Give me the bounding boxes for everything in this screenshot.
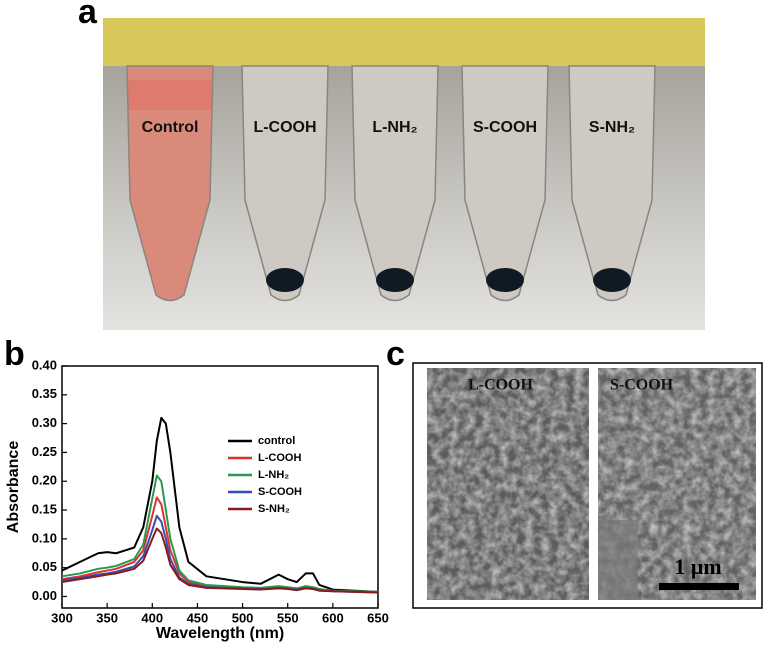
y-tick-label: 0.00 [32,588,57,603]
y-tick-label: 0.35 [32,386,57,401]
plot-frame [61,365,379,609]
sem-label: L-COOH [468,377,533,394]
x-tick-label: 550 [277,610,299,625]
sem-image [598,368,756,600]
tube-label: Control [142,119,199,136]
scale-bar-label: 1 µm [674,554,722,579]
legend-label: S-COOH [258,486,302,498]
scale-bar [659,583,739,590]
y-axis-label: Absorbance [5,441,22,534]
x-tick-label: 650 [367,610,389,625]
pellet [593,268,631,292]
legend-label: L-NH₂ [258,469,289,481]
x-tick-label: 300 [51,610,73,625]
liquid-top [128,80,212,110]
tube-label: L-NH₂ [372,119,417,136]
sem-image [427,368,589,600]
x-tick-label: 600 [322,610,344,625]
y-tick-label: 0.05 [32,559,57,574]
x-tick-label: 350 [96,610,118,625]
x-axis-label: Wavelength (nm) [156,625,284,642]
legend-label: L-COOH [258,452,301,464]
series-line [61,527,379,594]
y-tick-label: 0.40 [32,357,57,372]
tube-rack [103,18,705,66]
series-line [61,474,379,593]
series-line [61,416,379,593]
y-tick-label: 0.20 [32,473,57,488]
y-tick-label: 0.30 [32,415,57,430]
panel-label: b [4,335,25,373]
tube-label: S-COOH [473,119,537,136]
y-tick-label: 0.10 [32,530,57,545]
legend-label: control [258,435,295,447]
sem-label: S-COOH [610,377,674,394]
tube [351,65,439,302]
pellet [266,268,304,292]
tube-label: S-NH₂ [589,119,635,136]
x-tick-label: 450 [187,610,209,625]
pellet [376,268,414,292]
tube [461,65,549,302]
panel-label: c [386,335,405,373]
tube [568,65,656,302]
tube [241,65,329,302]
y-tick-label: 0.15 [32,501,57,516]
series-line [61,514,379,594]
pellet [486,268,524,292]
x-tick-label: 400 [141,610,163,625]
y-tick-label: 0.25 [32,444,57,459]
tube-label: L-COOH [253,119,316,136]
x-tick-label: 500 [232,610,254,625]
chart: 300 350 400 450 500 550 600 650 0.00 0.05 0.10 0.15… [5,357,389,642]
panel-label: a [78,0,98,31]
tubes: Control L-COOH L-NH₂ S-COOH S-NH₂ [126,65,656,302]
legend-label: S-NH₂ [258,503,290,515]
tube [126,65,214,302]
